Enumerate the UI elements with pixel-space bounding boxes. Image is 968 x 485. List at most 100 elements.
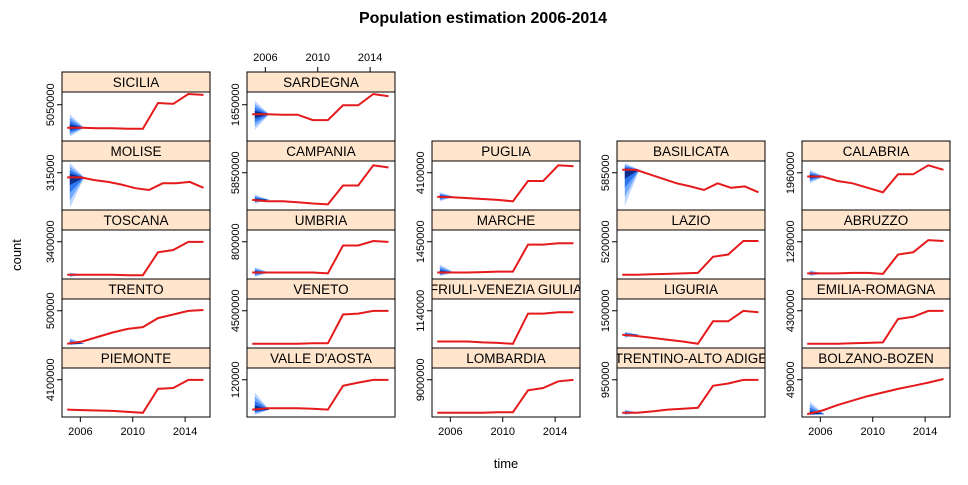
panel-piemonte: PIEMONTE 4100000 2006 2010 2014 bbox=[45, 347, 211, 438]
series-line-puglia bbox=[437, 164, 574, 203]
panel-lombardia: LOMBARDIA 9000000 2006 2010 2014 bbox=[415, 347, 581, 438]
plot-area-toscana bbox=[61, 229, 211, 280]
series-line-liguria bbox=[622, 309, 759, 345]
series-line-sardegna bbox=[252, 92, 389, 122]
y-tick-label-puglia: 4100000 bbox=[415, 151, 427, 194]
strip-label-abruzzo: ABRUZZO bbox=[844, 213, 909, 228]
series-line-trento bbox=[67, 309, 204, 345]
series-line-piemonte bbox=[67, 378, 204, 414]
y-tick-label-marche: 1450000 bbox=[415, 220, 427, 263]
plot-area-campania bbox=[246, 160, 396, 211]
strip-label-toscana: TOSCANA bbox=[103, 213, 168, 228]
strip-label-basilicata: BASILICATA bbox=[653, 144, 729, 159]
series-line-calabria bbox=[807, 164, 944, 194]
y-tick-label-calabria: 1960000 bbox=[785, 151, 797, 194]
plot-area-sicilia bbox=[61, 91, 211, 142]
x-axis-label: time bbox=[494, 456, 519, 471]
plot-area-liguria bbox=[616, 298, 766, 349]
panel-grid: SICILIA 5050000 SARDEGNA 1650000 2006 2010 201… bbox=[45, 52, 951, 438]
strip-label-calabria: CALABRIA bbox=[843, 144, 910, 159]
series-line-molise bbox=[67, 176, 204, 192]
plot-area-sardegna bbox=[246, 91, 396, 142]
x-tick-label-top-0: 2006 bbox=[253, 52, 277, 64]
panel-marche: MARCHE 1450000 bbox=[415, 209, 581, 280]
panel-sardegna: SARDEGNA 1650000 2006 2010 2014 bbox=[230, 52, 396, 142]
y-tick-label-veneto: 4500000 bbox=[230, 289, 242, 332]
panel-emilia-romagna: EMILIA-ROMAGNA 4300000 bbox=[785, 278, 951, 349]
y-tick-label-friuli-venezia-giulia: 1140000 bbox=[415, 290, 427, 332]
panel-toscana: TOSCANA 3400000 bbox=[45, 209, 211, 280]
plot-area-calabria bbox=[801, 160, 951, 211]
panel-sicilia: SICILIA 5050000 bbox=[45, 71, 211, 142]
panel-valle-d-aosta: VALLE D'AOSTA 120000 bbox=[230, 347, 396, 418]
y-tick-label-trento: 500000 bbox=[45, 292, 57, 329]
strip-label-bolzano-bozen: BOLZANO-BOZEN bbox=[818, 351, 934, 366]
strip-label-veneto: VENETO bbox=[293, 282, 348, 297]
plot-area-trentino-alto-adige bbox=[616, 367, 766, 418]
series-line-basilicata bbox=[622, 168, 759, 194]
y-tick-label-trentino-alto-adige: 950000 bbox=[600, 361, 612, 398]
panel-liguria: LIGURIA 1500000 bbox=[600, 278, 766, 349]
y-tick-label-piemonte: 4100000 bbox=[45, 358, 57, 401]
panel-veneto: VENETO 4500000 bbox=[230, 278, 396, 349]
panel-molise: MOLISE 315000 bbox=[45, 140, 211, 211]
y-tick-label-umbria: 800000 bbox=[230, 223, 242, 260]
plot-area-emilia-romagna bbox=[801, 298, 951, 349]
strip-label-campania: CAMPANIA bbox=[286, 144, 356, 159]
series-line-friuli-venezia-giulia bbox=[437, 311, 574, 345]
series-line-umbria bbox=[252, 239, 389, 275]
series-line-lombardia bbox=[437, 378, 574, 414]
y-tick-label-campania: 5850000 bbox=[230, 151, 242, 194]
series-line-marche bbox=[437, 242, 574, 274]
strip-label-molise: MOLISE bbox=[110, 144, 161, 159]
y-tick-label-abruzzo: 1280000 bbox=[785, 220, 797, 263]
strip-label-lombardia: LOMBARDIA bbox=[466, 351, 546, 366]
plot-area-bolzano-bozen bbox=[801, 367, 951, 418]
series-line-valle-d-aosta bbox=[252, 378, 389, 411]
x-tick-label-lombardia-1: 2010 bbox=[490, 426, 514, 438]
panel-campania: CAMPANIA 5850000 bbox=[230, 140, 396, 211]
strip-label-liguria: LIGURIA bbox=[664, 282, 718, 297]
y-tick-label-basilicata: 585000 bbox=[600, 154, 612, 191]
x-tick-label-bolzano-bozen-2: 2014 bbox=[913, 426, 937, 438]
panel-basilicata: BASILICATA 585000 bbox=[600, 140, 766, 211]
series-line-toscana bbox=[67, 240, 204, 277]
y-axis-label: count bbox=[9, 239, 24, 271]
y-tick-label-lazio: 5200000 bbox=[600, 220, 612, 263]
series-line-bolzano-bozen bbox=[806, 378, 944, 416]
strip-label-piemonte: PIEMONTE bbox=[101, 351, 172, 366]
y-tick-label-valle-d-aosta: 120000 bbox=[230, 361, 242, 398]
plot-area-molise bbox=[61, 160, 211, 211]
y-tick-label-liguria: 1500000 bbox=[600, 289, 612, 332]
plot-area-abruzzo bbox=[801, 229, 951, 280]
strip-label-marche: MARCHE bbox=[477, 213, 536, 228]
strip-label-emilia-romagna: EMILIA-ROMAGNA bbox=[817, 282, 936, 297]
strip-label-friuli-venezia-giulia: FRIULI-VENEZIA GIULIA bbox=[430, 282, 582, 297]
series-line-trentino-alto-adige bbox=[622, 378, 759, 414]
series-line-sicilia bbox=[67, 92, 204, 130]
chart-title: Population estimation 2006-2014 bbox=[359, 10, 607, 27]
fan-marche bbox=[439, 264, 455, 277]
panel-bolzano-bozen: BOLZANO-BOZEN 490000 2006 2010 2014 bbox=[785, 347, 951, 438]
fan-basilicata bbox=[624, 163, 640, 206]
series-line-lazio bbox=[622, 240, 759, 276]
y-tick-label-emilia-romagna: 4300000 bbox=[785, 289, 797, 332]
x-tick-label-top-2: 2014 bbox=[358, 52, 382, 64]
strip-label-trento: TRENTO bbox=[108, 282, 163, 297]
plot-area-puglia bbox=[431, 160, 581, 211]
fan-sicilia bbox=[69, 114, 85, 137]
plot-area-piemonte bbox=[61, 367, 211, 418]
y-tick-label-bolzano-bozen: 490000 bbox=[785, 361, 797, 398]
plot-area-basilicata bbox=[616, 160, 766, 211]
plot-area-lazio bbox=[616, 229, 766, 280]
y-tick-label-lombardia: 9000000 bbox=[415, 358, 427, 401]
fan-molise bbox=[69, 163, 85, 208]
strip-label-puglia: PUGLIA bbox=[481, 144, 531, 159]
x-tick-label-piemonte-0: 2006 bbox=[68, 426, 92, 438]
fan-sardegna bbox=[254, 100, 270, 130]
panel-abruzzo: ABRUZZO 1280000 bbox=[785, 209, 951, 280]
strip-label-lazio: LAZIO bbox=[671, 213, 710, 228]
